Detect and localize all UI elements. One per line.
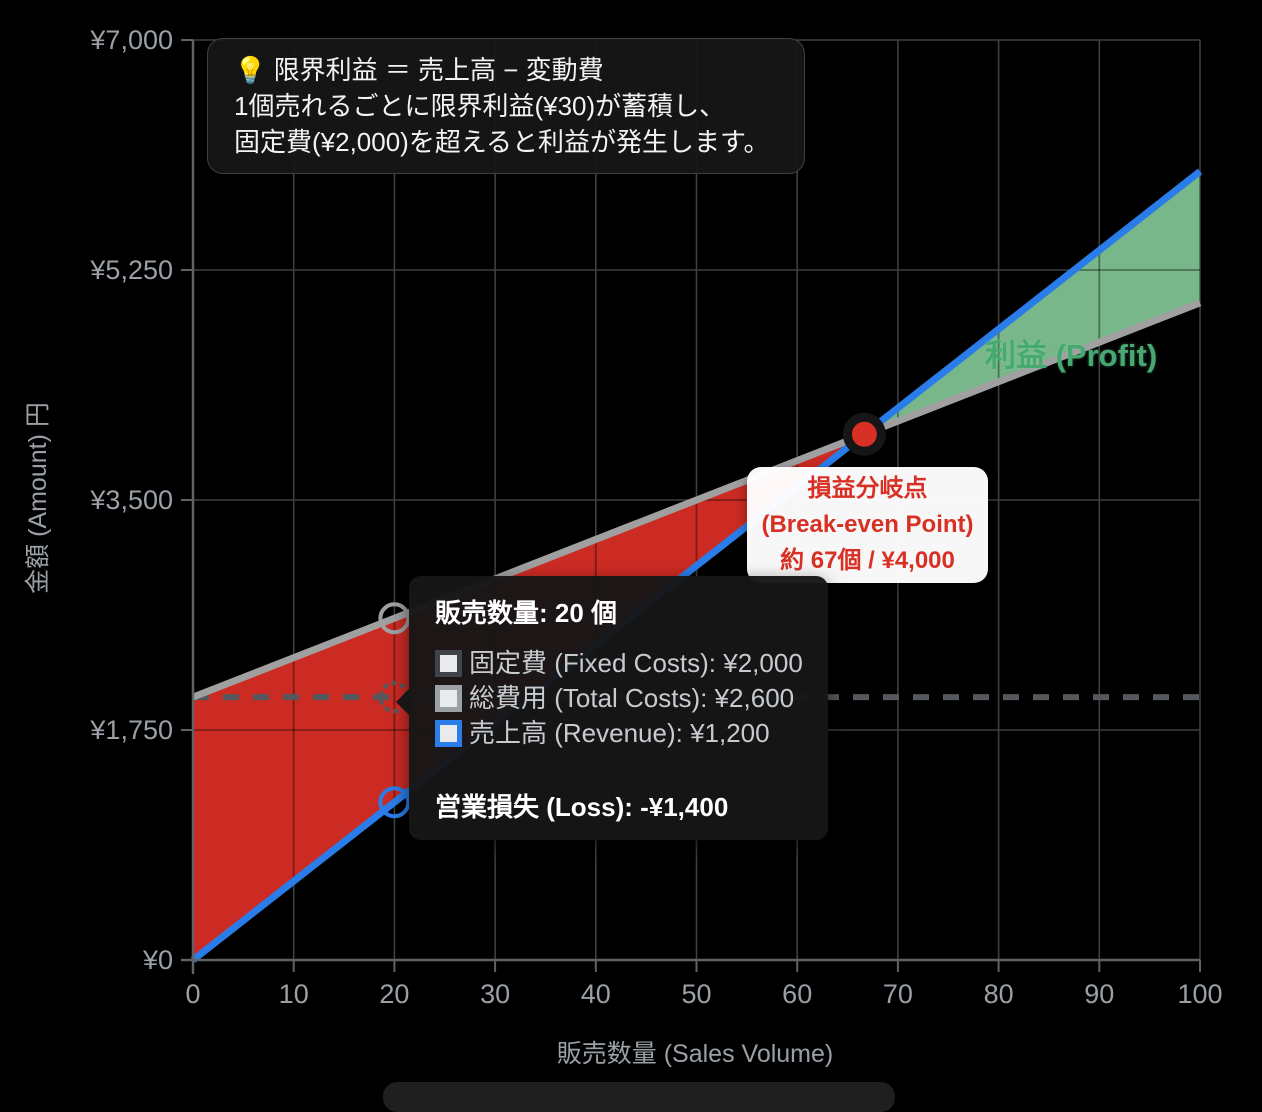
x-tick-label: 60 (782, 979, 812, 1009)
break-even-dot (842, 412, 886, 456)
hover-tooltip: 販売数量: 20 個 固定費 (Fixed Costs): ¥2,000 総費用… (396, 576, 828, 840)
x-tick-label: 70 (883, 979, 913, 1009)
tooltip-loss-footer: 営業損失 (Loss): -¥1,400 (435, 792, 729, 822)
x-tick-label: 100 (1177, 979, 1222, 1009)
total-costs-swatch-icon (435, 685, 462, 712)
info-box-line1: 💡 限界利益 ＝ 売上高 − 変動費 (234, 55, 604, 85)
break-even-label: 損益分岐点 (Break-even Point) 約 67個 / ¥4,000 (747, 467, 988, 583)
marginal-profit-info-box: 💡 限界利益 ＝ 売上高 − 変動費 1個売れるごとに限界利益(¥30)が蓄積し… (207, 38, 805, 174)
y-tick-label: ¥0 (142, 945, 173, 975)
tooltip-row-revenue: 売上高 (Revenue): ¥1,200 (435, 716, 804, 751)
y-tick-label: ¥5,250 (89, 255, 173, 285)
x-tick-label: 10 (279, 979, 309, 1009)
info-box-line3: 固定費(¥2,000)を超えると利益が発生します。 (234, 127, 770, 157)
y-tick-label: ¥1,750 (89, 715, 173, 745)
x-tick-label: 20 (379, 979, 409, 1009)
tooltip-row-total-costs: 総費用 (Total Costs): ¥2,600 (435, 681, 804, 716)
hover-point-marker (378, 786, 411, 819)
series-line (191, 299, 1202, 701)
x-axis-title: 販売数量 (Sales Volume) (556, 1040, 834, 1068)
x-tick-label: 90 (1084, 979, 1114, 1009)
tooltip-row-revenue-text: 売上高 (Revenue): ¥1,200 (469, 718, 770, 748)
revenue-swatch-icon (435, 720, 462, 747)
x-tick-label: 30 (480, 979, 510, 1009)
tooltip-caret (396, 688, 410, 716)
tooltip-row-total-costs-text: 総費用 (Total Costs): ¥2,600 (469, 683, 795, 713)
x-tick-label: 0 (185, 979, 200, 1009)
tooltip-row-fixed-costs: 固定費 (Fixed Costs): ¥2,000 (435, 646, 804, 681)
x-tick-label: 40 (581, 979, 611, 1009)
x-tick-label: 80 (984, 979, 1014, 1009)
tooltip-title: 販売数量: 20 個 (435, 598, 618, 628)
info-box-line2: 1個売れるごとに限界利益(¥30)が蓄積し、 (234, 91, 726, 121)
series-line (190, 168, 1203, 963)
y-axis-title: 金額 (Amount) 円 (24, 402, 52, 594)
profit-area-label: 利益 (Profit) (985, 338, 1158, 373)
x-tick-label: 50 (681, 979, 711, 1009)
tooltip-row-fixed-costs-text: 固定費 (Fixed Costs): ¥2,000 (469, 648, 803, 678)
y-tick-label: ¥3,500 (89, 485, 173, 515)
break-even-label-line1: 損益分岐点 (807, 475, 928, 502)
break-even-label-line3: 約 67個 / ¥4,000 (780, 547, 955, 574)
quantity-slider-track[interactable] (383, 1082, 895, 1112)
hover-point-marker (378, 602, 411, 635)
break-even-label-line2: (Break-even Point) (761, 511, 974, 538)
fixed-costs-swatch-icon (435, 650, 462, 677)
y-tick-label: ¥7,000 (89, 25, 173, 55)
